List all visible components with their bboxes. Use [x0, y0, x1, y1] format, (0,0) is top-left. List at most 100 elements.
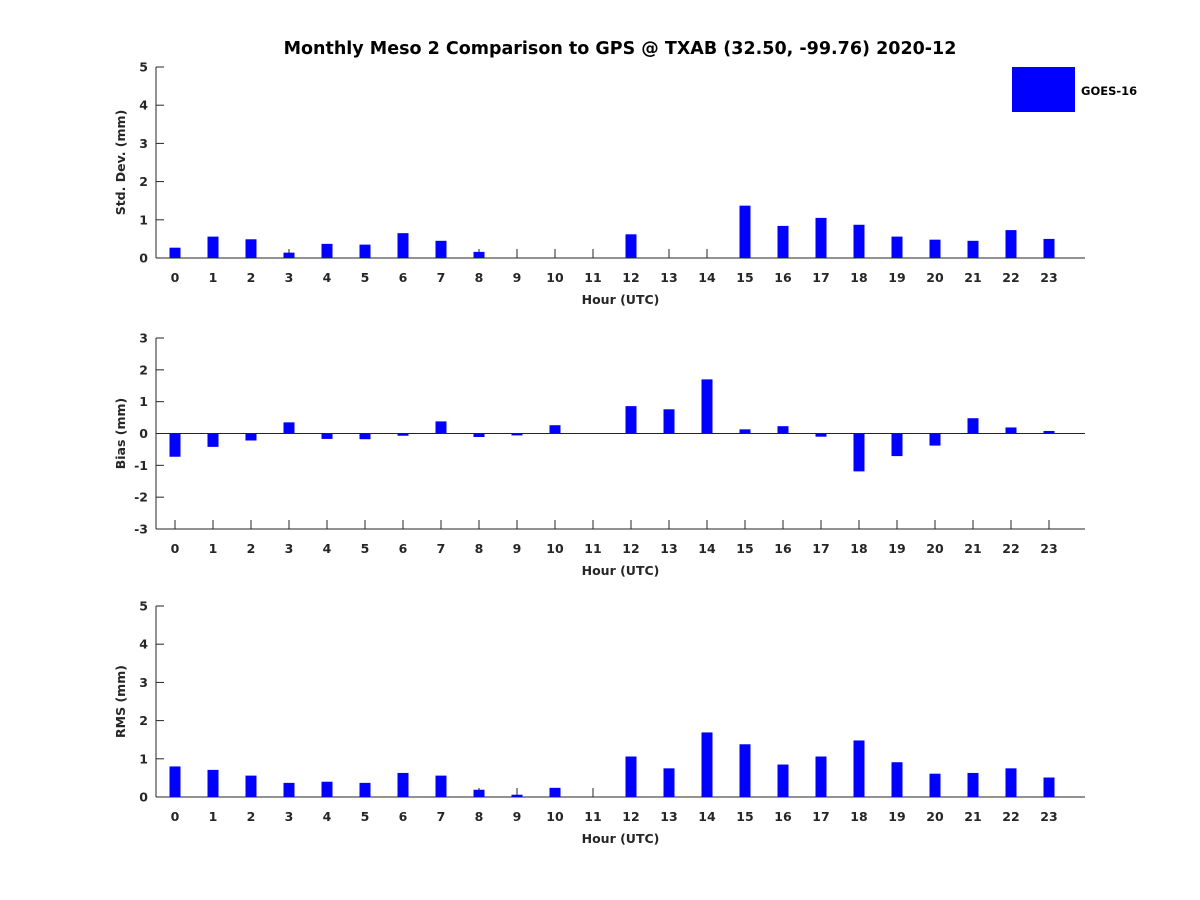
x-tick-label: 2: [247, 541, 256, 556]
bar-rms-hour-19: [891, 762, 903, 797]
x-tick-label: 20: [926, 270, 944, 285]
bar-bias-hour-14: [701, 379, 713, 434]
x-tick-label: 8: [475, 809, 484, 824]
y-tick-label: 5: [139, 60, 148, 75]
x-tick-label: 15: [736, 541, 753, 556]
bar-bias-hour-8: [473, 433, 485, 438]
y-tick-label: 4: [139, 98, 148, 113]
x-tick-label: 11: [584, 541, 601, 556]
y-axis-label: Bias (mm): [113, 398, 128, 470]
x-tick-label: 23: [1040, 270, 1057, 285]
x-tick-label: 6: [399, 541, 408, 556]
x-tick-label: 17: [812, 809, 829, 824]
bar-rms-hour-21: [967, 772, 979, 797]
x-tick-label: 3: [285, 541, 294, 556]
bar-rms-hour-13: [663, 768, 675, 797]
x-tick-label: 6: [399, 809, 408, 824]
bar-rms-hour-8: [473, 789, 485, 797]
x-tick-label: 22: [1002, 541, 1019, 556]
bar-rms-hour-18: [853, 740, 865, 797]
y-tick-label: 1: [139, 751, 148, 766]
x-tick-label: 22: [1002, 809, 1019, 824]
x-tick-label: 5: [361, 541, 370, 556]
x-tick-label: 13: [660, 809, 677, 824]
x-tick-label: 18: [850, 270, 867, 285]
y-tick-label: 3: [139, 331, 148, 346]
y-tick-label: -3: [134, 522, 148, 537]
legend: GOES-16: [1012, 67, 1137, 112]
x-axis-label: Hour (UTC): [582, 831, 660, 846]
bar-bias-hour-18: [853, 433, 865, 472]
y-tick-label: 2: [139, 174, 148, 189]
bar-std-dev-hour-22: [1005, 230, 1017, 258]
bar-bias-hour-6: [397, 433, 409, 436]
bar-rms-hour-9: [511, 794, 523, 797]
x-tick-label: 6: [399, 270, 408, 285]
x-tick-label: 14: [698, 270, 716, 285]
bar-bias-hour-0: [169, 433, 181, 457]
x-tick-label: 1: [209, 809, 218, 824]
bar-rms-hour-23: [1043, 777, 1055, 797]
x-tick-label: 14: [698, 541, 716, 556]
y-tick-label: 1: [139, 394, 148, 409]
x-tick-label: 9: [513, 809, 522, 824]
bar-bias-hour-22: [1005, 427, 1017, 434]
bar-bias-hour-7: [435, 421, 447, 434]
bar-bias-hour-19: [891, 433, 903, 457]
bar-std-dev-hour-7: [435, 240, 447, 258]
bar-bias-hour-16: [777, 426, 789, 434]
bar-rms-hour-4: [321, 781, 333, 797]
x-tick-label: 0: [171, 270, 180, 285]
y-tick-label: 5: [139, 599, 148, 614]
bar-std-dev-hour-16: [777, 225, 789, 258]
y-tick-label: 1: [139, 212, 148, 227]
x-tick-label: 1: [209, 541, 218, 556]
y-tick-label: 3: [139, 136, 148, 151]
x-tick-label: 16: [774, 809, 792, 824]
x-tick-label: 19: [888, 809, 905, 824]
y-tick-label: 2: [139, 362, 148, 377]
x-tick-label: 9: [513, 270, 522, 285]
x-tick-label: 8: [475, 541, 484, 556]
x-tick-label: 19: [888, 270, 905, 285]
x-tick-label: 10: [546, 270, 564, 285]
x-tick-label: 3: [285, 809, 294, 824]
bar-rms-hour-15: [739, 744, 751, 797]
bar-std-dev-hour-4: [321, 243, 333, 258]
y-tick-label: -1: [134, 458, 148, 473]
bar-rms-hour-17: [815, 756, 827, 797]
bar-bias-hour-21: [967, 418, 979, 434]
y-axis-label: RMS (mm): [113, 665, 128, 738]
bar-bias-hour-10: [549, 425, 561, 434]
x-tick-label: 10: [546, 809, 564, 824]
y-tick-label: 4: [139, 637, 148, 652]
bar-bias-hour-4: [321, 433, 333, 439]
bar-rms-hour-6: [397, 772, 409, 797]
x-tick-label: 0: [171, 809, 180, 824]
bar-rms-hour-14: [701, 732, 713, 797]
bar-bias-hour-23: [1043, 430, 1055, 434]
x-tick-label: 4: [323, 270, 332, 285]
y-tick-label: 3: [139, 675, 148, 690]
bar-bias-hour-12: [625, 406, 637, 434]
x-tick-label: 23: [1040, 541, 1057, 556]
y-tick-label: 0: [139, 251, 148, 266]
chart-title: Monthly Meso 2 Comparison to GPS @ TXAB …: [284, 39, 957, 59]
x-tick-label: 4: [323, 809, 332, 824]
x-tick-label: 23: [1040, 809, 1057, 824]
bar-std-dev-hour-21: [967, 240, 979, 258]
bar-std-dev-hour-12: [625, 234, 637, 258]
x-tick-label: 2: [247, 809, 256, 824]
bar-rms-hour-10: [549, 787, 561, 797]
x-tick-label: 13: [660, 270, 677, 285]
bar-rms-hour-20: [929, 773, 941, 797]
x-tick-label: 21: [964, 541, 981, 556]
bar-std-dev-hour-17: [815, 217, 827, 258]
bar-rms-hour-22: [1005, 768, 1017, 797]
bar-bias-hour-3: [283, 422, 295, 434]
x-tick-label: 13: [660, 541, 677, 556]
